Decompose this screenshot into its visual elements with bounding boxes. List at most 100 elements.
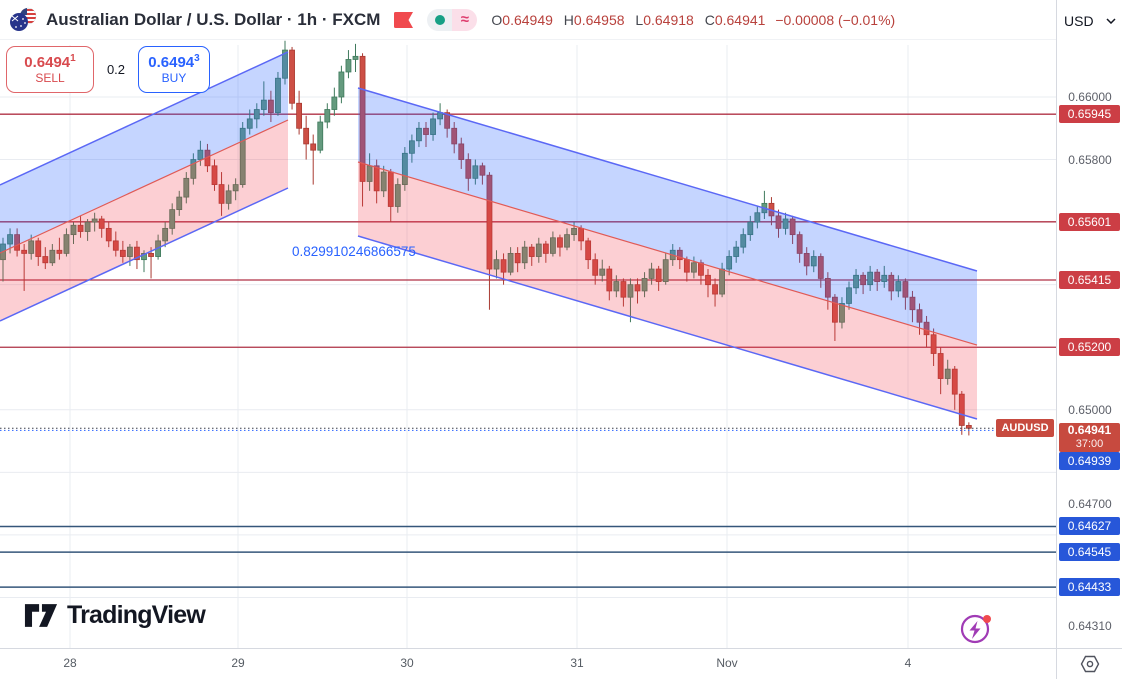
descending-channel-upper-half[interactable] (358, 87, 977, 346)
symbol-title[interactable]: Australian Dollar / U.S. Dollar · 1h · F… (46, 9, 381, 29)
candle-body (557, 237, 563, 248)
close-value: 0.64941 (714, 11, 766, 28)
candle-body (35, 240, 42, 257)
candle-body (134, 246, 140, 261)
candle-body (712, 284, 718, 295)
descending-channel-bottom-line[interactable] (357, 235, 978, 420)
candle-body (211, 165, 218, 185)
trade-panel: 0.64941 SELL 0.2 0.64943 BUY (6, 46, 210, 93)
price-axis-label: 0.64310 (1068, 618, 1112, 633)
candle-body (359, 55, 366, 182)
candle-body (627, 284, 634, 298)
channel-ratio-label[interactable]: 0.829910246866575 (292, 244, 416, 259)
candle-body (937, 353, 944, 379)
candle-body (895, 281, 902, 292)
candle-body (127, 246, 133, 257)
candle-body (430, 118, 436, 135)
candle-body (824, 278, 831, 298)
candle-body (493, 259, 500, 270)
close-label: C (704, 11, 715, 28)
candle-body (839, 303, 845, 323)
candle-body (507, 252, 514, 273)
low-value: 0.64918 (643, 11, 694, 28)
candle-body (162, 227, 169, 242)
candle-body (296, 102, 303, 129)
descending-channel-lower-half[interactable] (358, 161, 977, 419)
candle-body (373, 165, 380, 192)
open-label: O (491, 11, 503, 28)
candle-body (303, 127, 310, 145)
red-price-badge: 0.65945 (1059, 105, 1120, 124)
chart-header: Australian Dollar / U.S. Dollar · 1h · F… (0, 0, 1056, 40)
candle-body (169, 209, 176, 229)
candle-body (239, 127, 246, 185)
candle-body (867, 271, 874, 286)
candle-body (91, 218, 98, 223)
candle-body (500, 259, 507, 273)
candle-body (267, 99, 274, 114)
spread-value: 0.2 (97, 60, 135, 79)
market-status-pill[interactable]: ≈ (427, 8, 478, 31)
lightning-ideas-button[interactable] (958, 610, 996, 651)
candle-body (70, 224, 77, 236)
ascending-channel-top-line[interactable] (0, 51, 289, 186)
candle-body (853, 274, 859, 289)
approx-price-icon: ≈ (452, 8, 478, 31)
ascending-channel-bottom-line[interactable] (0, 187, 289, 322)
buy-button[interactable]: 0.64943 BUY (138, 46, 210, 93)
candle-body (338, 71, 345, 98)
buy-price: 0.6494 (148, 54, 195, 72)
candle-body (789, 218, 796, 236)
candle-body (21, 249, 28, 254)
candle-body (930, 334, 937, 354)
ascending-channel-lower-half[interactable] (0, 119, 288, 321)
candle-body (881, 274, 888, 282)
sell-price: 0.6494 (24, 54, 71, 72)
candle-body (613, 281, 620, 292)
axis-settings-corner[interactable] (1056, 649, 1122, 679)
candle-body (324, 109, 331, 123)
candle-body (705, 274, 711, 286)
candle-body (148, 252, 154, 257)
candle-body (782, 218, 789, 229)
candle-body (98, 218, 105, 229)
lightning-icon (960, 614, 991, 644)
candle-body (951, 368, 958, 395)
tradingview-logo[interactable]: TradingView (24, 601, 206, 630)
candle-body (260, 99, 267, 110)
candle-body (197, 149, 204, 160)
candle-body (648, 268, 655, 279)
price-axis-label: 0.64700 (1068, 496, 1112, 511)
candle-body (275, 77, 281, 114)
candle-body (641, 278, 648, 292)
candle-body (423, 127, 429, 135)
symbol-price-tag: AUDUSD (996, 419, 1054, 438)
low-label: L (635, 11, 644, 28)
sell-price-sup: 1 (70, 53, 76, 65)
candle-body (550, 237, 556, 254)
currency-selector[interactable]: USD (1064, 9, 1116, 33)
blue-price-badge: 0.64545 (1059, 543, 1120, 562)
ascending-channel-upper-half[interactable] (0, 51, 288, 253)
flag-bookmark-icon[interactable] (394, 11, 414, 28)
candlestick-chart-canvas[interactable]: 0.829910246866575 (0, 0, 1056, 648)
descending-channel-top-line[interactable] (357, 87, 978, 272)
price-axis[interactable]: 0.66000 0.65800 0.65000 0.64700 0.64310 0.659… (1056, 0, 1122, 648)
candle-body (846, 287, 852, 304)
candle-body (634, 284, 641, 292)
ascending-channel-median-line[interactable] (0, 119, 289, 254)
candle-body (691, 262, 697, 273)
candle-body (289, 49, 295, 104)
candle-body (451, 127, 458, 145)
sell-button[interactable]: 0.64941 SELL (6, 46, 94, 93)
candle-body (352, 55, 359, 60)
time-axis[interactable]: 28 29 30 31 Nov 4 (0, 648, 1122, 679)
descending-channel-median-line[interactable] (357, 161, 978, 346)
blue-price-badge: 0.64939 (1059, 451, 1120, 470)
candle-body (253, 109, 260, 120)
time-axis-label: 29 (231, 656, 245, 670)
candle-body (817, 256, 824, 279)
candle-body (733, 246, 740, 257)
candle-body (909, 296, 916, 311)
